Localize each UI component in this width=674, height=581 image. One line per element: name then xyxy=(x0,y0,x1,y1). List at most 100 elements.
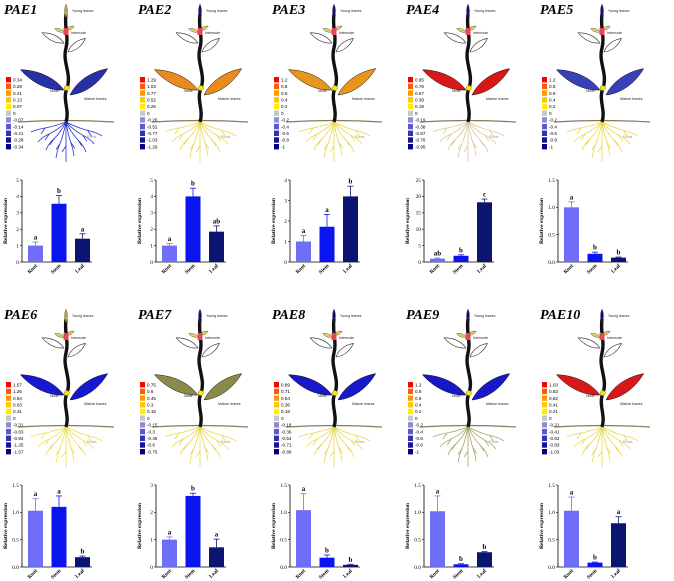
scale-swatch xyxy=(140,395,145,401)
root-branch xyxy=(305,426,335,448)
scale-swatch xyxy=(274,435,279,441)
root-branch xyxy=(350,134,356,142)
scale-swatch xyxy=(140,130,145,136)
scale-swatch xyxy=(140,388,145,395)
root-branch xyxy=(447,426,469,456)
root-branch xyxy=(221,435,226,442)
root-branch xyxy=(195,145,201,153)
x-category-label: Stem xyxy=(318,263,331,276)
y-tick-label: 0.0 xyxy=(548,260,555,266)
y-axis-label: Relative expression xyxy=(271,197,277,244)
y-tick-label: 2 xyxy=(150,510,153,516)
significance-letter: b xyxy=(349,556,353,564)
y-tick-label: 0.5 xyxy=(414,537,421,543)
node-dot xyxy=(198,85,204,91)
root-branch xyxy=(591,448,597,455)
y-tick-label: 10 xyxy=(416,227,422,233)
x-category-label: Root xyxy=(295,568,307,580)
root-branch xyxy=(317,138,323,146)
scale-label: -0.57 xyxy=(415,131,426,136)
internode-label: Internode xyxy=(71,336,86,340)
bar-stem xyxy=(453,564,469,567)
internode-label: Internode xyxy=(473,31,488,35)
root-branch xyxy=(77,139,83,147)
scale-swatch xyxy=(140,103,145,110)
y-tick-label: 1.0 xyxy=(12,510,19,516)
root-branch xyxy=(601,121,631,145)
scale-label: -0.89 xyxy=(281,449,292,454)
mature-leaves-label: Mature leaves xyxy=(218,97,241,101)
root-branch xyxy=(338,447,344,454)
scale-label: 1.2 xyxy=(281,77,288,82)
root-branch xyxy=(467,426,477,462)
scale-swatch xyxy=(6,123,11,130)
scale-label: -0.6 xyxy=(281,131,289,136)
root-branch xyxy=(618,439,624,447)
root-branch xyxy=(44,438,50,446)
scale-swatch xyxy=(6,130,11,136)
root-branch xyxy=(204,447,210,454)
scale-label: 0.89 xyxy=(281,382,290,387)
x-category-label: Stem xyxy=(452,568,465,581)
y-tick-label: 1.5 xyxy=(414,483,421,489)
bar-stem xyxy=(51,506,67,567)
root-branch xyxy=(467,426,505,442)
y-tick-label: 1.0 xyxy=(548,510,555,516)
scale-swatch xyxy=(542,422,547,428)
scale-label: 0.2 xyxy=(549,104,556,109)
y-tick-label: 0.5 xyxy=(12,537,19,543)
scale-swatch xyxy=(140,428,145,435)
scale-swatch xyxy=(408,77,413,83)
young-leaf xyxy=(466,3,470,19)
y-tick-label: 0.5 xyxy=(280,537,287,543)
top-leaf-left xyxy=(54,333,65,338)
scale-swatch xyxy=(408,402,413,408)
scale-label: 1.2 xyxy=(549,77,556,82)
scale-label: 0.28 xyxy=(13,84,22,89)
scale-label: 1.29 xyxy=(147,77,156,82)
roots-label: Roots xyxy=(87,440,97,444)
top-leaf-left xyxy=(188,333,199,338)
scale-swatch xyxy=(274,83,279,90)
x-category-label: Root xyxy=(563,568,575,580)
scale-label: -0.8 xyxy=(281,138,289,143)
scale-swatch xyxy=(6,442,11,448)
scale-swatch xyxy=(140,422,145,428)
scale-label: -0.62 xyxy=(549,436,560,441)
scale-swatch xyxy=(408,123,413,130)
mature-leaf-right xyxy=(337,68,377,96)
scale-swatch xyxy=(6,388,11,395)
roots-label: Roots xyxy=(355,440,365,444)
bar-stem xyxy=(319,226,335,262)
upper-leaf-right xyxy=(603,343,622,358)
internode-label: Internode xyxy=(71,31,86,35)
scale-label: 0.8 xyxy=(415,389,422,394)
scale-label: 0 xyxy=(415,416,418,421)
scale-swatch xyxy=(542,388,547,395)
bar-stem xyxy=(51,203,67,262)
root-branch xyxy=(174,432,180,440)
x-category-label: Root xyxy=(161,263,173,275)
scale-swatch xyxy=(274,442,279,448)
scale-swatch xyxy=(274,130,279,136)
root-branch xyxy=(597,145,603,153)
bar-stem xyxy=(453,255,469,262)
significance-letter: b xyxy=(459,246,463,254)
scale-swatch xyxy=(542,428,547,435)
mature-leaves-label: Mature leaves xyxy=(352,402,375,406)
root-branch xyxy=(65,426,75,462)
root-branch xyxy=(442,127,448,135)
scale-label: -0.63 xyxy=(13,429,24,434)
scale-swatch xyxy=(274,144,279,150)
root-branch xyxy=(189,426,201,464)
mature-leaf-left xyxy=(153,69,199,91)
scale-label: 0.6 xyxy=(147,389,154,394)
young-leaves-label: Young leaves xyxy=(72,9,94,13)
scale-label: -0.4 xyxy=(415,429,423,434)
root-branch xyxy=(439,426,469,448)
y-tick-label: 3 xyxy=(16,211,19,217)
scale-swatch xyxy=(140,137,145,143)
roots-label: Roots xyxy=(221,440,231,444)
y-tick-label: 1 xyxy=(150,243,153,249)
root-branch xyxy=(597,450,603,458)
